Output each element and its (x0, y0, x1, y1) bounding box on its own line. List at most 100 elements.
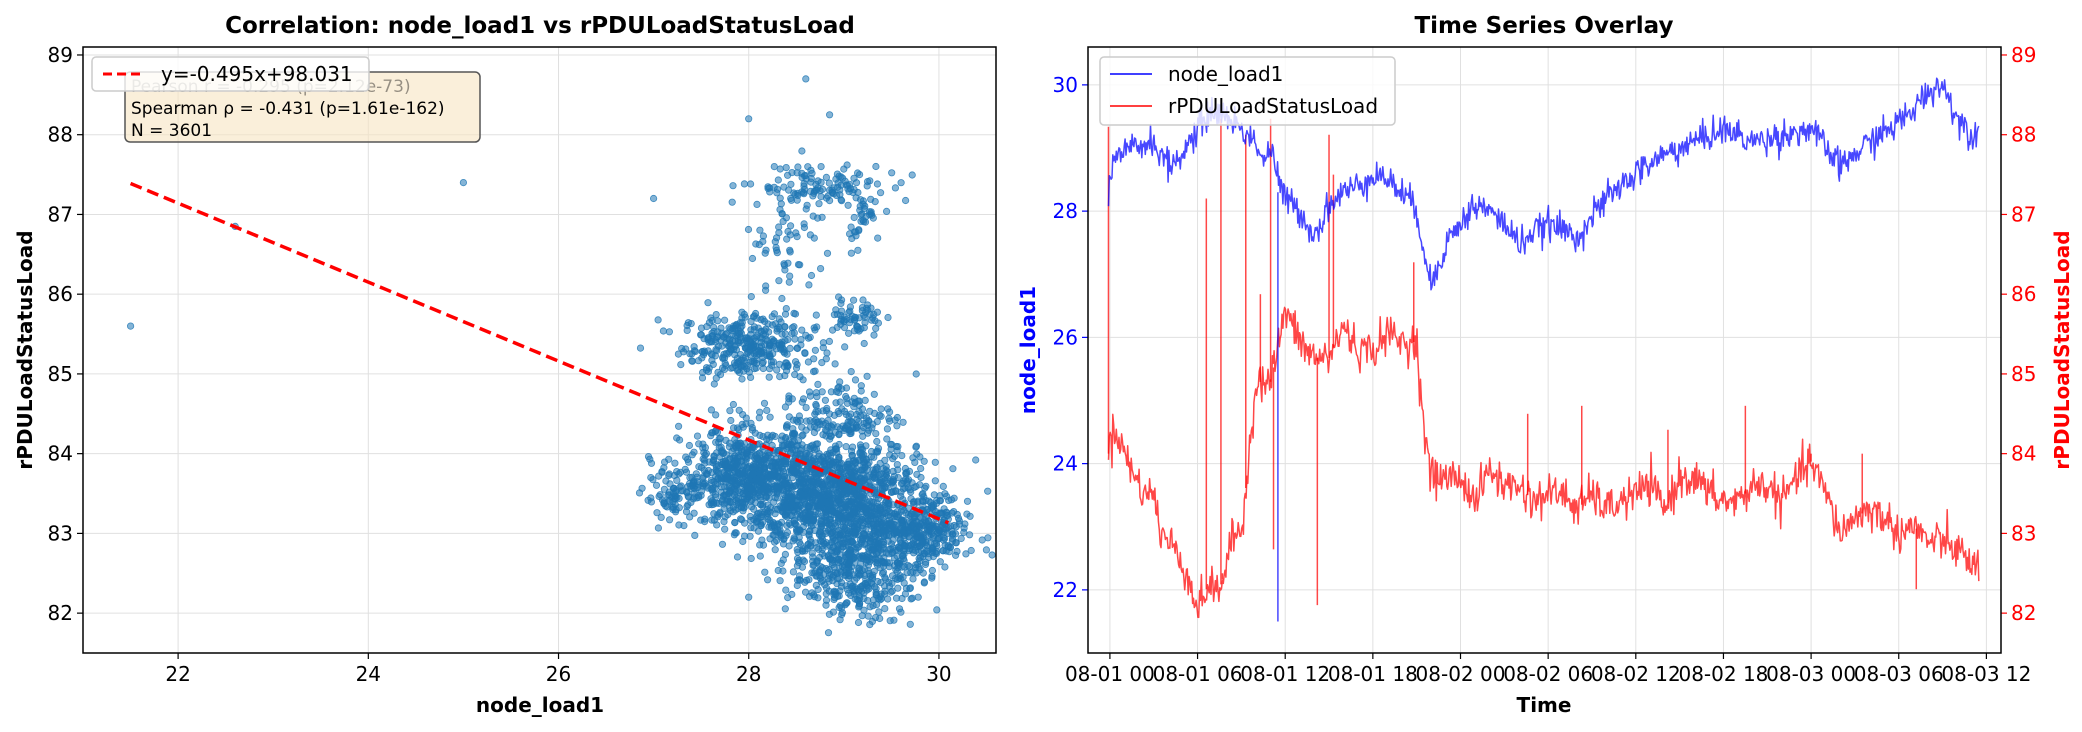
scatter-point (822, 601, 830, 609)
scatter-point (653, 509, 661, 517)
scatter-point (759, 364, 767, 373)
scatter-point (846, 417, 854, 425)
scatter-point (835, 532, 843, 540)
scatter-point (881, 573, 889, 581)
scatter-point (791, 335, 799, 343)
scatter-point (712, 438, 720, 446)
scatter-point (850, 327, 859, 335)
scatter-point (836, 320, 845, 328)
scatter-point (838, 609, 847, 617)
scatter-point (865, 585, 873, 593)
scatter-point (850, 488, 858, 496)
scatter-point (654, 524, 663, 532)
scatter-point (752, 359, 761, 367)
scatter-point (863, 178, 872, 186)
scatter-point (828, 186, 836, 194)
timeseries-right-axis-label: rPDULoadStatusLoad (2050, 230, 2074, 469)
scatter-point (791, 310, 800, 318)
scatter-point (899, 479, 907, 487)
scatter-point (876, 614, 884, 623)
scatter-point (832, 399, 840, 407)
scatter-point (683, 455, 692, 463)
scatter-point (799, 545, 807, 553)
scatter-chart-title: Correlation: node_load1 vs rPDULoadStatu… (225, 13, 855, 39)
scatter-point (731, 351, 739, 359)
scatter-point (860, 311, 868, 319)
scatter-point (665, 516, 674, 524)
scatter-point (792, 521, 800, 529)
scatter-point (747, 292, 755, 301)
scatter-point (967, 546, 975, 555)
scatter-point (912, 370, 920, 378)
scatter-point (802, 75, 810, 83)
scatter-point (799, 495, 807, 503)
scatter-point (963, 510, 971, 518)
scatter-point (847, 513, 855, 521)
scatter-point (842, 442, 850, 451)
scatter-point (778, 210, 786, 218)
scatter-point (717, 336, 725, 344)
scatter-point (721, 330, 730, 339)
timeseries-left-axis-label: node_load1 (1016, 286, 1040, 414)
scatter-point (700, 456, 709, 464)
scatter-point (697, 516, 705, 524)
scatter-point (821, 396, 830, 404)
scatter-point (743, 476, 751, 485)
scatter-point (735, 479, 743, 487)
scatter-point (694, 357, 703, 365)
scatter-point (847, 543, 855, 551)
scatter-point (843, 399, 852, 407)
scatter-point (883, 435, 891, 443)
scatter-point (922, 482, 930, 490)
scatter-point (807, 271, 816, 280)
scatter-point (795, 533, 803, 542)
scatter-point (756, 226, 764, 234)
scatter-point (859, 432, 867, 440)
scatter-point (889, 467, 897, 475)
scatter-point (988, 551, 996, 559)
scatter-point (740, 440, 749, 448)
scatter-point (789, 416, 797, 424)
scatter-point (752, 342, 760, 350)
scatter-point (826, 515, 834, 523)
scatter-point (760, 455, 768, 463)
scatter-point (805, 281, 813, 289)
scatter-point (944, 543, 953, 551)
scatter-point (858, 466, 867, 474)
scatter-point (809, 454, 818, 462)
scatter-point (716, 509, 724, 518)
scatter-x-tick-label: 24 (356, 662, 381, 686)
scatter-point (813, 424, 821, 432)
scatter-point (860, 339, 868, 348)
scatter-point (789, 568, 798, 576)
scatter-point (876, 189, 885, 197)
scatter-point (670, 484, 678, 492)
timeseries-right-tick-label: 87 (2011, 202, 2036, 226)
scatter-point (730, 466, 738, 474)
scatter-point (774, 176, 782, 184)
scatter-point (825, 179, 833, 187)
scatter-tick-labels: 22 24 26 28 30 82 83 84 85 86 87 88 89 (48, 43, 952, 686)
scatter-point (812, 402, 820, 410)
scatter-point (751, 309, 760, 318)
scatter-point (881, 604, 889, 613)
legend-node-load-label: node_load1 (1168, 62, 1283, 86)
scatter-point (867, 508, 875, 516)
scatter-point (727, 484, 736, 492)
scatter-point (779, 467, 788, 476)
scatter-point (707, 406, 716, 414)
scatter-point (895, 605, 904, 613)
scatter-point (875, 411, 884, 419)
scatter-point (811, 410, 819, 418)
scatter-point (693, 432, 702, 440)
scatter-point (868, 617, 877, 626)
scatter-point (872, 429, 880, 438)
timeseries-x-tick-label: 08-03 00 (1766, 662, 1856, 686)
scatter-point (837, 296, 846, 304)
scatter-point (834, 489, 842, 497)
scatter-point (834, 388, 843, 397)
scatter-x-tick-label: 30 (926, 662, 951, 686)
scatter-point (808, 549, 816, 557)
scatter-point (851, 376, 860, 384)
scatter-point (896, 535, 904, 543)
